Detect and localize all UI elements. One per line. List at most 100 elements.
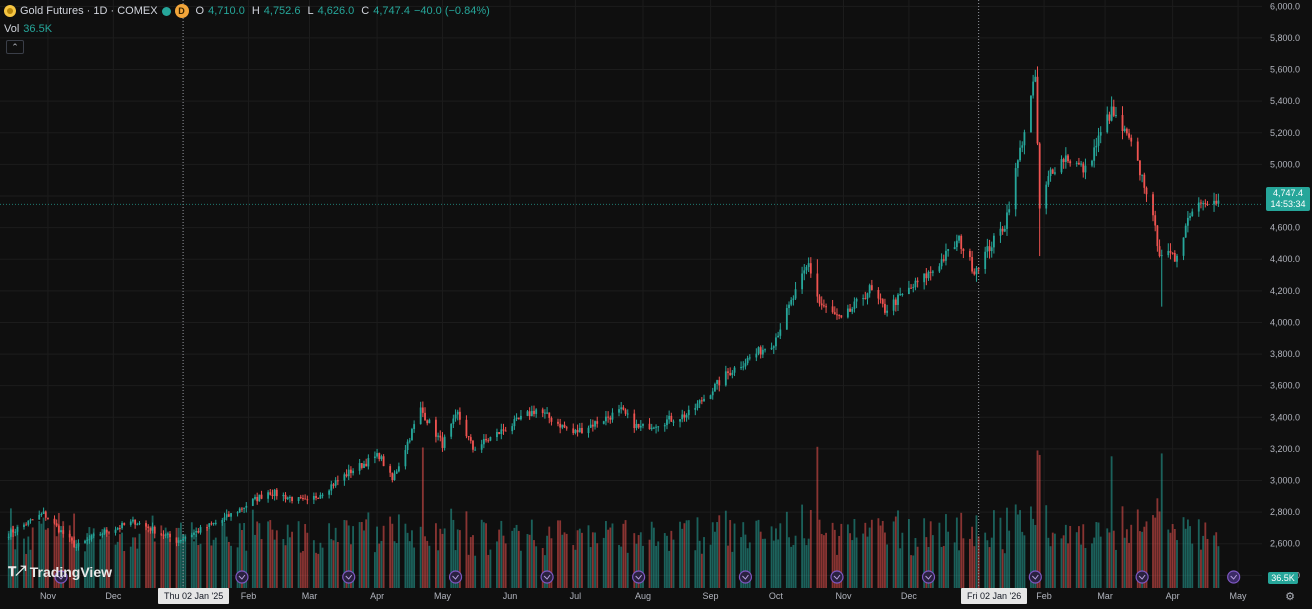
candle-body[interactable] [1080, 163, 1083, 165]
candle-body[interactable] [428, 419, 431, 424]
candle-body[interactable] [1099, 132, 1102, 136]
candle-body[interactable] [132, 519, 134, 522]
economic-event-icon[interactable] [738, 570, 753, 584]
candle-body[interactable] [942, 259, 945, 261]
candle-body[interactable] [321, 494, 324, 496]
candle-body[interactable] [47, 517, 49, 520]
candle-body[interactable] [626, 413, 629, 415]
candle-body[interactable] [969, 251, 971, 258]
candle-body[interactable] [397, 466, 400, 472]
candle-body[interactable] [103, 529, 106, 534]
candle-body[interactable] [282, 494, 285, 497]
candle-body[interactable] [175, 537, 178, 543]
candle-body[interactable] [1152, 194, 1154, 216]
collapse-legend-button[interactable]: ⌃ [6, 40, 24, 54]
economic-event-icon[interactable] [1135, 570, 1149, 584]
candle-body[interactable] [225, 514, 228, 518]
candle-body[interactable] [1141, 174, 1144, 176]
candle-body[interactable] [153, 526, 156, 534]
candle-body[interactable] [485, 438, 487, 441]
settings-gear-icon[interactable]: ⚙ [1285, 590, 1295, 603]
candle-body[interactable] [86, 539, 89, 541]
candle-body[interactable] [788, 304, 790, 309]
candle-body[interactable] [709, 395, 712, 399]
candle-body[interactable] [713, 383, 716, 392]
candle-body[interactable] [336, 480, 339, 482]
candle-body[interactable] [1125, 128, 1128, 134]
candle-body[interactable] [822, 305, 825, 307]
candle-body[interactable] [642, 423, 644, 426]
candle-body[interactable] [877, 289, 880, 299]
economic-event-icon[interactable] [54, 570, 68, 584]
candle-body[interactable] [775, 337, 777, 347]
candle-body[interactable] [770, 347, 773, 350]
candle-body[interactable] [984, 251, 987, 270]
candle-body[interactable] [474, 449, 477, 451]
candle-body[interactable] [350, 469, 352, 474]
candle-body[interactable] [12, 529, 14, 533]
candle-body[interactable] [465, 419, 468, 437]
candle-body[interactable] [916, 280, 919, 283]
candle-body[interactable] [84, 540, 86, 543]
candle-body[interactable] [53, 519, 56, 524]
candle-body[interactable] [977, 268, 980, 270]
candle-body[interactable] [1047, 176, 1050, 185]
candle-body[interactable] [214, 522, 217, 524]
candle-body[interactable] [1197, 202, 1200, 212]
candle-body[interactable] [208, 523, 211, 528]
candle-body[interactable] [458, 411, 461, 420]
candle-body[interactable] [907, 287, 910, 295]
candle-body[interactable] [711, 391, 714, 396]
candle-body[interactable] [550, 417, 553, 422]
candle-body[interactable] [456, 411, 459, 415]
candle-body[interactable] [561, 424, 564, 428]
candle-body[interactable] [269, 492, 272, 495]
candle-body[interactable] [572, 428, 575, 434]
candle-body[interactable] [587, 427, 590, 434]
candle-body[interactable] [1215, 200, 1218, 204]
candle-body[interactable] [197, 531, 200, 533]
delayed-data-badge[interactable]: D [174, 4, 189, 18]
candle-body[interactable] [88, 539, 91, 541]
candle-body[interactable] [437, 435, 440, 437]
candle-body[interactable] [195, 531, 198, 533]
candle-body[interactable] [992, 235, 995, 248]
candle-body[interactable] [502, 429, 505, 431]
candle-body[interactable] [260, 494, 263, 499]
candle-body[interactable] [1189, 216, 1191, 218]
candle-body[interactable] [16, 526, 19, 532]
candle-body[interactable] [332, 484, 335, 486]
candle-body[interactable] [245, 505, 248, 508]
candle-body[interactable] [352, 470, 355, 474]
candle-body[interactable] [761, 349, 764, 355]
candle-body[interactable] [343, 474, 346, 481]
candle-body[interactable] [543, 412, 546, 414]
candle-body[interactable] [607, 416, 610, 418]
candle-body[interactable] [1143, 174, 1146, 188]
candle-body[interactable] [500, 429, 503, 435]
economic-event-icon[interactable] [235, 570, 249, 584]
candle-body[interactable] [1158, 246, 1161, 257]
candle-body[interactable] [1217, 200, 1220, 204]
candle-body[interactable] [679, 419, 681, 422]
candle-body[interactable] [746, 358, 749, 364]
candle-body[interactable] [256, 496, 259, 502]
economic-event-icon[interactable] [1227, 570, 1241, 584]
candle-body[interactable] [663, 425, 666, 427]
candle-body[interactable] [286, 497, 289, 500]
candle-body[interactable] [391, 472, 394, 481]
candle-body[interactable] [1008, 209, 1011, 213]
candle-body[interactable] [347, 469, 350, 477]
candle-body[interactable] [897, 294, 899, 305]
candle-body[interactable] [794, 289, 797, 299]
candle-body[interactable] [317, 497, 320, 499]
candle-body[interactable] [480, 444, 483, 450]
candle-body[interactable] [633, 413, 636, 429]
candle-body[interactable] [1202, 202, 1205, 204]
candle-body[interactable] [1051, 169, 1054, 174]
candle-body[interactable] [755, 353, 758, 358]
candle-body[interactable] [426, 420, 429, 424]
candle-body[interactable] [1006, 212, 1008, 229]
candle-body[interactable] [25, 524, 28, 526]
candle-body[interactable] [1016, 160, 1019, 169]
